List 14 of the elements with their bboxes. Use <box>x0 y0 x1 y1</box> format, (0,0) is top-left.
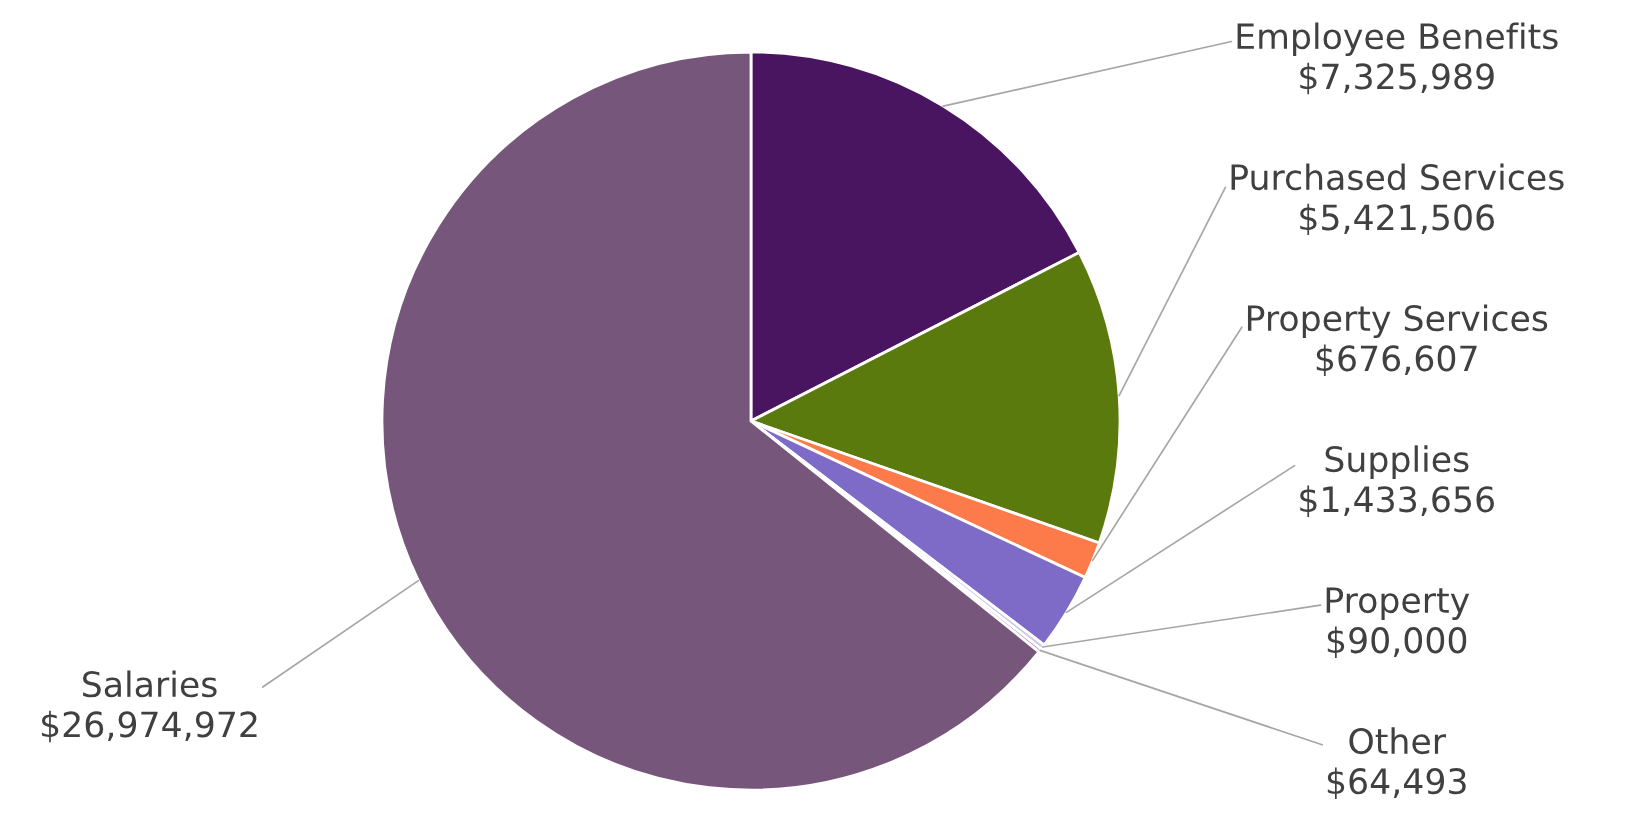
data-label: $5,421,506 <box>1300 203 1494 236</box>
data-label: $64,493 <box>1327 767 1466 799</box>
slice-label: Purchased Services <box>1231 163 1564 191</box>
data-label: $26,974,972 <box>41 710 257 743</box>
slice-label: Other <box>1349 727 1447 755</box>
data-label: $1,433,656 <box>1300 485 1494 518</box>
data-label: $7,325,989 <box>1300 62 1494 95</box>
slice-label: Property <box>1326 587 1470 620</box>
data-label: $90,000 <box>1327 626 1467 658</box>
data-label: $676,607 <box>1316 344 1477 377</box>
slice-label: Supplies <box>1325 445 1469 479</box>
slice-label: Salaries <box>83 670 217 698</box>
slice-label: Property Services <box>1247 304 1548 338</box>
slice-label: Employee Benefits <box>1237 22 1558 57</box>
